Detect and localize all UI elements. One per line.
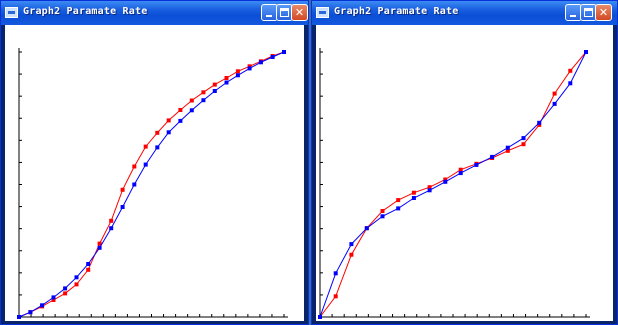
series-point-1 [584, 50, 588, 54]
series-point-0 [247, 64, 252, 69]
series-point-1 [364, 226, 369, 231]
series-point-1 [396, 206, 401, 211]
series-point-0 [537, 122, 542, 127]
series-point-0 [201, 90, 206, 95]
series-point-0 [143, 144, 148, 149]
series-point-1 [132, 182, 137, 187]
series-point-1 [155, 145, 160, 150]
series-point-0 [189, 98, 194, 103]
series-point-0 [552, 91, 557, 96]
series-point-1 [235, 73, 240, 78]
series-point-0 [396, 198, 401, 203]
series-point-1 [458, 171, 463, 176]
series-point-1 [349, 242, 354, 247]
series-point-1 [63, 286, 68, 291]
series-point-1 [333, 271, 338, 276]
series-point-1 [411, 196, 416, 200]
series-point-1 [427, 188, 432, 193]
series-point-1 [443, 179, 448, 184]
series-point-1 [282, 50, 286, 54]
series-point-1 [521, 136, 526, 141]
series-point-0 [63, 291, 68, 296]
title-bar[interactable]: Graph2 Paramate Rate ✕ [312, 1, 617, 25]
series-point-0 [521, 142, 526, 147]
series-point-1 [97, 245, 102, 250]
minimize-icon [266, 15, 272, 17]
series-point-1 [258, 60, 263, 65]
series-line-1 [18, 51, 285, 318]
series-point-1 [224, 80, 229, 85]
series-line-0 [319, 51, 587, 318]
series-point-0 [224, 76, 229, 80]
series-point-0 [505, 148, 510, 153]
series-point-1 [380, 214, 385, 219]
graph-area [5, 25, 304, 321]
series-point-1 [166, 130, 171, 135]
close-button[interactable]: ✕ [595, 4, 612, 21]
minimize-button[interactable] [565, 4, 582, 21]
close-icon: ✕ [598, 6, 609, 19]
series-line-0 [18, 51, 285, 318]
series-point-1 [143, 162, 148, 167]
maximize-icon [584, 8, 593, 17]
series-point-0 [120, 187, 125, 192]
chart-svg [318, 48, 590, 319]
series-point-1 [505, 145, 510, 150]
close-button[interactable]: ✕ [291, 4, 308, 21]
chart-svg [17, 48, 288, 319]
series-point-1 [537, 120, 542, 125]
series-point-0 [86, 267, 91, 272]
series-point-1 [474, 162, 479, 167]
series-line-1 [319, 51, 587, 318]
series-point-1 [490, 154, 495, 159]
series-point-0 [568, 68, 573, 73]
series-point-1 [28, 310, 33, 315]
series-point-0 [333, 294, 338, 299]
series-point-0 [380, 209, 385, 213]
series-point-0 [155, 130, 160, 135]
series-point-1 [17, 315, 21, 319]
graph-area [316, 25, 613, 321]
series-point-0 [166, 118, 171, 123]
minimize-icon [570, 15, 576, 17]
app-icon[interactable] [316, 7, 329, 18]
series-point-1 [201, 98, 206, 103]
series-point-1 [270, 55, 275, 59]
graph-window-right: Graph2 Paramate Rate ✕ [311, 0, 618, 325]
app-icon[interactable] [5, 7, 18, 18]
series-point-1 [568, 81, 573, 86]
series-point-1 [318, 315, 322, 319]
series-point-1 [247, 66, 252, 71]
title-bar[interactable]: Graph2 Paramate Rate ✕ [1, 1, 308, 25]
series-point-1 [109, 226, 114, 231]
series-point-1 [40, 303, 45, 308]
series-point-1 [86, 262, 91, 266]
series-point-0 [458, 167, 463, 172]
series-point-1 [552, 101, 557, 106]
series-point-1 [51, 295, 56, 300]
window-title: Graph2 Paramate Rate [334, 6, 459, 17]
series-point-1 [178, 118, 183, 123]
maximize-icon [280, 8, 289, 17]
series-point-0 [427, 185, 432, 190]
series-point-0 [349, 252, 354, 257]
series-point-0 [212, 82, 217, 87]
graph-window-left: Graph2 Paramate Rate ✕ [0, 0, 309, 325]
series-point-1 [120, 205, 125, 209]
series-point-0 [178, 108, 183, 112]
series-point-0 [74, 282, 79, 287]
series-point-0 [132, 164, 137, 169]
series-point-1 [74, 275, 79, 280]
series-point-0 [235, 69, 240, 74]
series-point-1 [189, 108, 194, 113]
series-point-1 [212, 89, 217, 93]
series-point-0 [411, 190, 416, 195]
close-icon: ✕ [294, 6, 305, 19]
series-point-0 [443, 177, 448, 182]
series-point-0 [109, 218, 114, 223]
series-point-0 [97, 241, 102, 246]
series-point-0 [51, 298, 56, 302]
window-title: Graph2 Paramate Rate [23, 6, 148, 17]
